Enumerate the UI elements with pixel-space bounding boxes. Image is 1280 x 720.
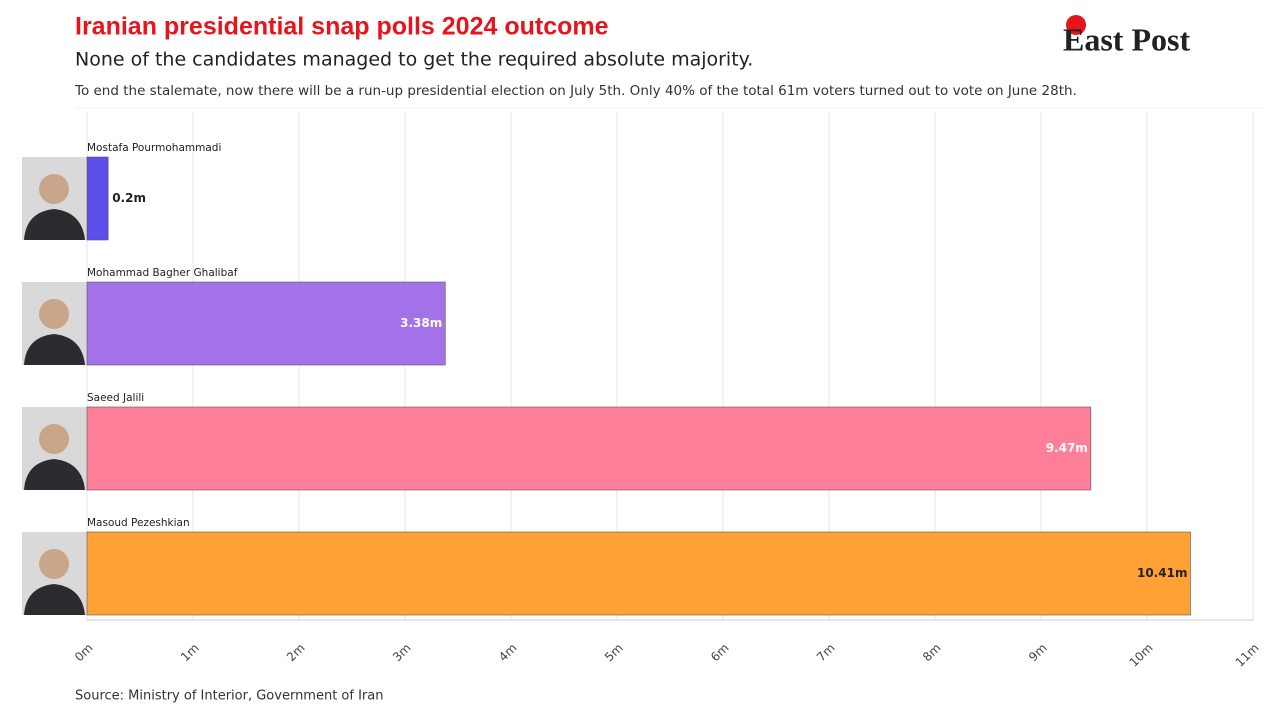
value-label: 9.47m xyxy=(1046,441,1088,455)
photos xyxy=(22,157,87,615)
photo-head xyxy=(39,174,69,204)
bar xyxy=(86,156,109,241)
chart-title: Iranian presidential snap polls 2024 out… xyxy=(75,13,609,41)
logo: East Post xyxy=(1063,21,1190,57)
bar xyxy=(86,531,1191,616)
value-label: 3.38m xyxy=(400,316,442,330)
x-tick-label: 8m xyxy=(920,641,944,665)
source: Source: Ministry of Interior, Government… xyxy=(75,689,383,704)
photo-head xyxy=(39,549,69,579)
x-tick-label: 6m xyxy=(708,641,732,665)
photo-body xyxy=(24,459,85,490)
x-tick-label: 10m xyxy=(1127,641,1156,670)
value-label: 0.2m xyxy=(112,191,146,205)
photo-body xyxy=(24,584,85,615)
x-tick-label: 3m xyxy=(390,641,414,665)
x-tick-label: 2m xyxy=(284,641,308,665)
candidate-name: Mostafa Pourmohammadi xyxy=(87,142,221,154)
x-tick-label: 4m xyxy=(496,641,520,665)
x-tick-label: 9m xyxy=(1026,641,1050,665)
x-tick-label: 1m xyxy=(178,641,202,665)
candidate-name: Masoud Pezeshkian xyxy=(87,517,190,529)
x-tick-label: 0m xyxy=(72,641,96,665)
logo-dot xyxy=(1066,15,1086,35)
x-tick-label: 5m xyxy=(602,641,626,665)
chart-subtitle: None of the candidates managed to get th… xyxy=(75,49,753,71)
value-label: 10.41m xyxy=(1137,566,1187,580)
candidate-name: Saeed Jalili xyxy=(87,392,144,404)
chart-note: To end the stalemate, now there will be … xyxy=(74,83,1077,99)
photo-head xyxy=(39,424,69,454)
photo-body xyxy=(24,209,85,240)
photo-head xyxy=(39,299,69,329)
x-tick-label: 11m xyxy=(1233,641,1262,670)
x-tick-label: 7m xyxy=(814,641,838,665)
bar xyxy=(86,281,446,366)
photo-body xyxy=(24,334,85,365)
bar xyxy=(86,406,1092,491)
candidate-name: Mohammad Bagher Ghalibaf xyxy=(87,267,238,279)
